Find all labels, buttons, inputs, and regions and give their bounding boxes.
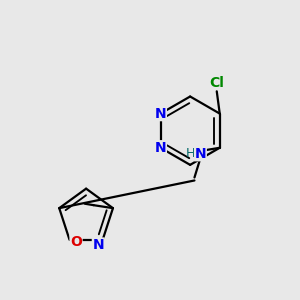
Text: Cl: Cl (209, 76, 224, 90)
Text: N: N (155, 106, 166, 121)
Text: N: N (195, 147, 206, 161)
Text: N: N (92, 238, 104, 252)
Text: N: N (155, 141, 166, 155)
Text: O: O (70, 235, 82, 249)
Text: H: H (185, 147, 195, 160)
